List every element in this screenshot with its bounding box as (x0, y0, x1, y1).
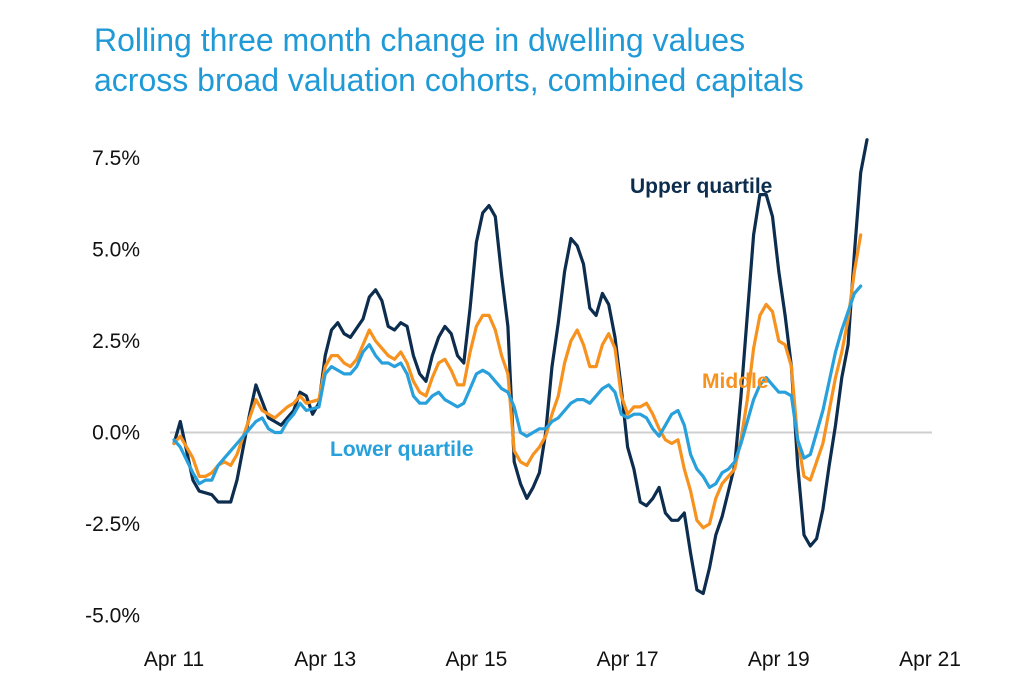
y-tick-label: -2.5% (85, 513, 140, 536)
x-tick-label: Apr 11 (144, 648, 204, 671)
y-tick-label: 2.5% (92, 330, 140, 353)
x-tick-label: Apr 15 (445, 648, 507, 671)
y-axis: 7.5% 5.0% 2.5% 0.0% -2.5% -5.0% (85, 147, 140, 628)
series-label-upper-quartile: Upper quartile (630, 175, 772, 198)
series-line-middle (172, 233, 863, 530)
chart-title-line-1: Rolling three month change in dwelling v… (94, 22, 746, 58)
x-axis: Apr 11 Apr 13 Apr 15 Apr 17 Apr 19 Apr 21 (144, 648, 961, 671)
chart-title: Rolling three month change in dwelling v… (94, 20, 994, 100)
x-tick-label: Apr 17 (597, 648, 659, 671)
chart-title-line-2: across broad valuation cohorts, combined… (94, 62, 804, 98)
series-layer (172, 138, 869, 596)
y-tick-label: -5.0% (85, 605, 140, 628)
x-tick-label: Apr 19 (748, 648, 810, 671)
y-tick-label: 5.0% (92, 239, 140, 262)
y-tick-label: 0.0% (92, 422, 140, 445)
series-line-upper-quartile (172, 138, 869, 596)
x-tick-label: Apr 21 (899, 648, 961, 671)
x-tick-label: Apr 13 (294, 648, 356, 671)
y-tick-label: 7.5% (92, 147, 140, 170)
series-line-lower-quartile (172, 284, 863, 489)
series-labels: Upper quartile Middle Lower quartile (330, 175, 772, 461)
series-label-middle: Middle (702, 370, 769, 393)
series-label-lower-quartile: Lower quartile (330, 438, 474, 461)
